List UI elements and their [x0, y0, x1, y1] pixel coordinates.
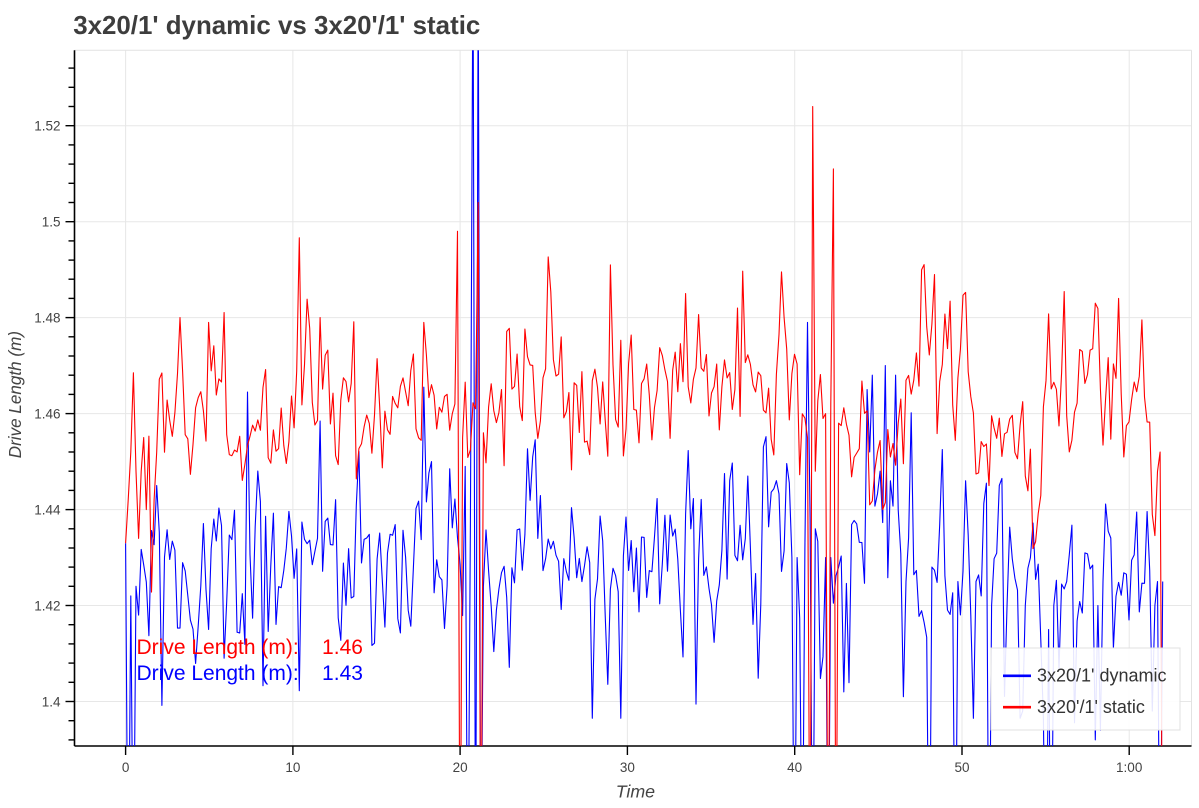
svg-text:1.5: 1.5: [42, 215, 61, 230]
svg-text:1.48: 1.48: [34, 310, 60, 325]
svg-text:3x20'/1' static: 3x20'/1' static: [1037, 697, 1145, 717]
svg-text:Drive Length (m): 1.46: Drive Length (m): 1.46: [137, 636, 363, 659]
svg-text:1.4: 1.4: [42, 694, 61, 709]
svg-text:1.52: 1.52: [34, 119, 60, 134]
svg-text:Drive Length (m): Drive Length (m): [6, 331, 25, 458]
svg-text:20: 20: [453, 760, 468, 775]
svg-text:1.42: 1.42: [34, 598, 60, 613]
svg-text:1:00: 1:00: [1116, 760, 1142, 775]
svg-text:Time: Time: [616, 782, 655, 802]
svg-text:3x20/1' dynamic vs 3x20'/1' st: 3x20/1' dynamic vs 3x20'/1' static: [73, 12, 480, 40]
svg-text:30: 30: [620, 760, 635, 775]
svg-text:Drive Length (m): 1.43: Drive Length (m): 1.43: [137, 662, 363, 685]
svg-text:50: 50: [954, 760, 969, 775]
svg-text:1.46: 1.46: [34, 406, 60, 421]
svg-text:1.44: 1.44: [34, 502, 61, 517]
svg-text:40: 40: [787, 760, 802, 775]
svg-text:0: 0: [122, 760, 130, 775]
svg-text:3x20/1' dynamic: 3x20/1' dynamic: [1037, 666, 1167, 686]
svg-text:10: 10: [285, 760, 300, 775]
